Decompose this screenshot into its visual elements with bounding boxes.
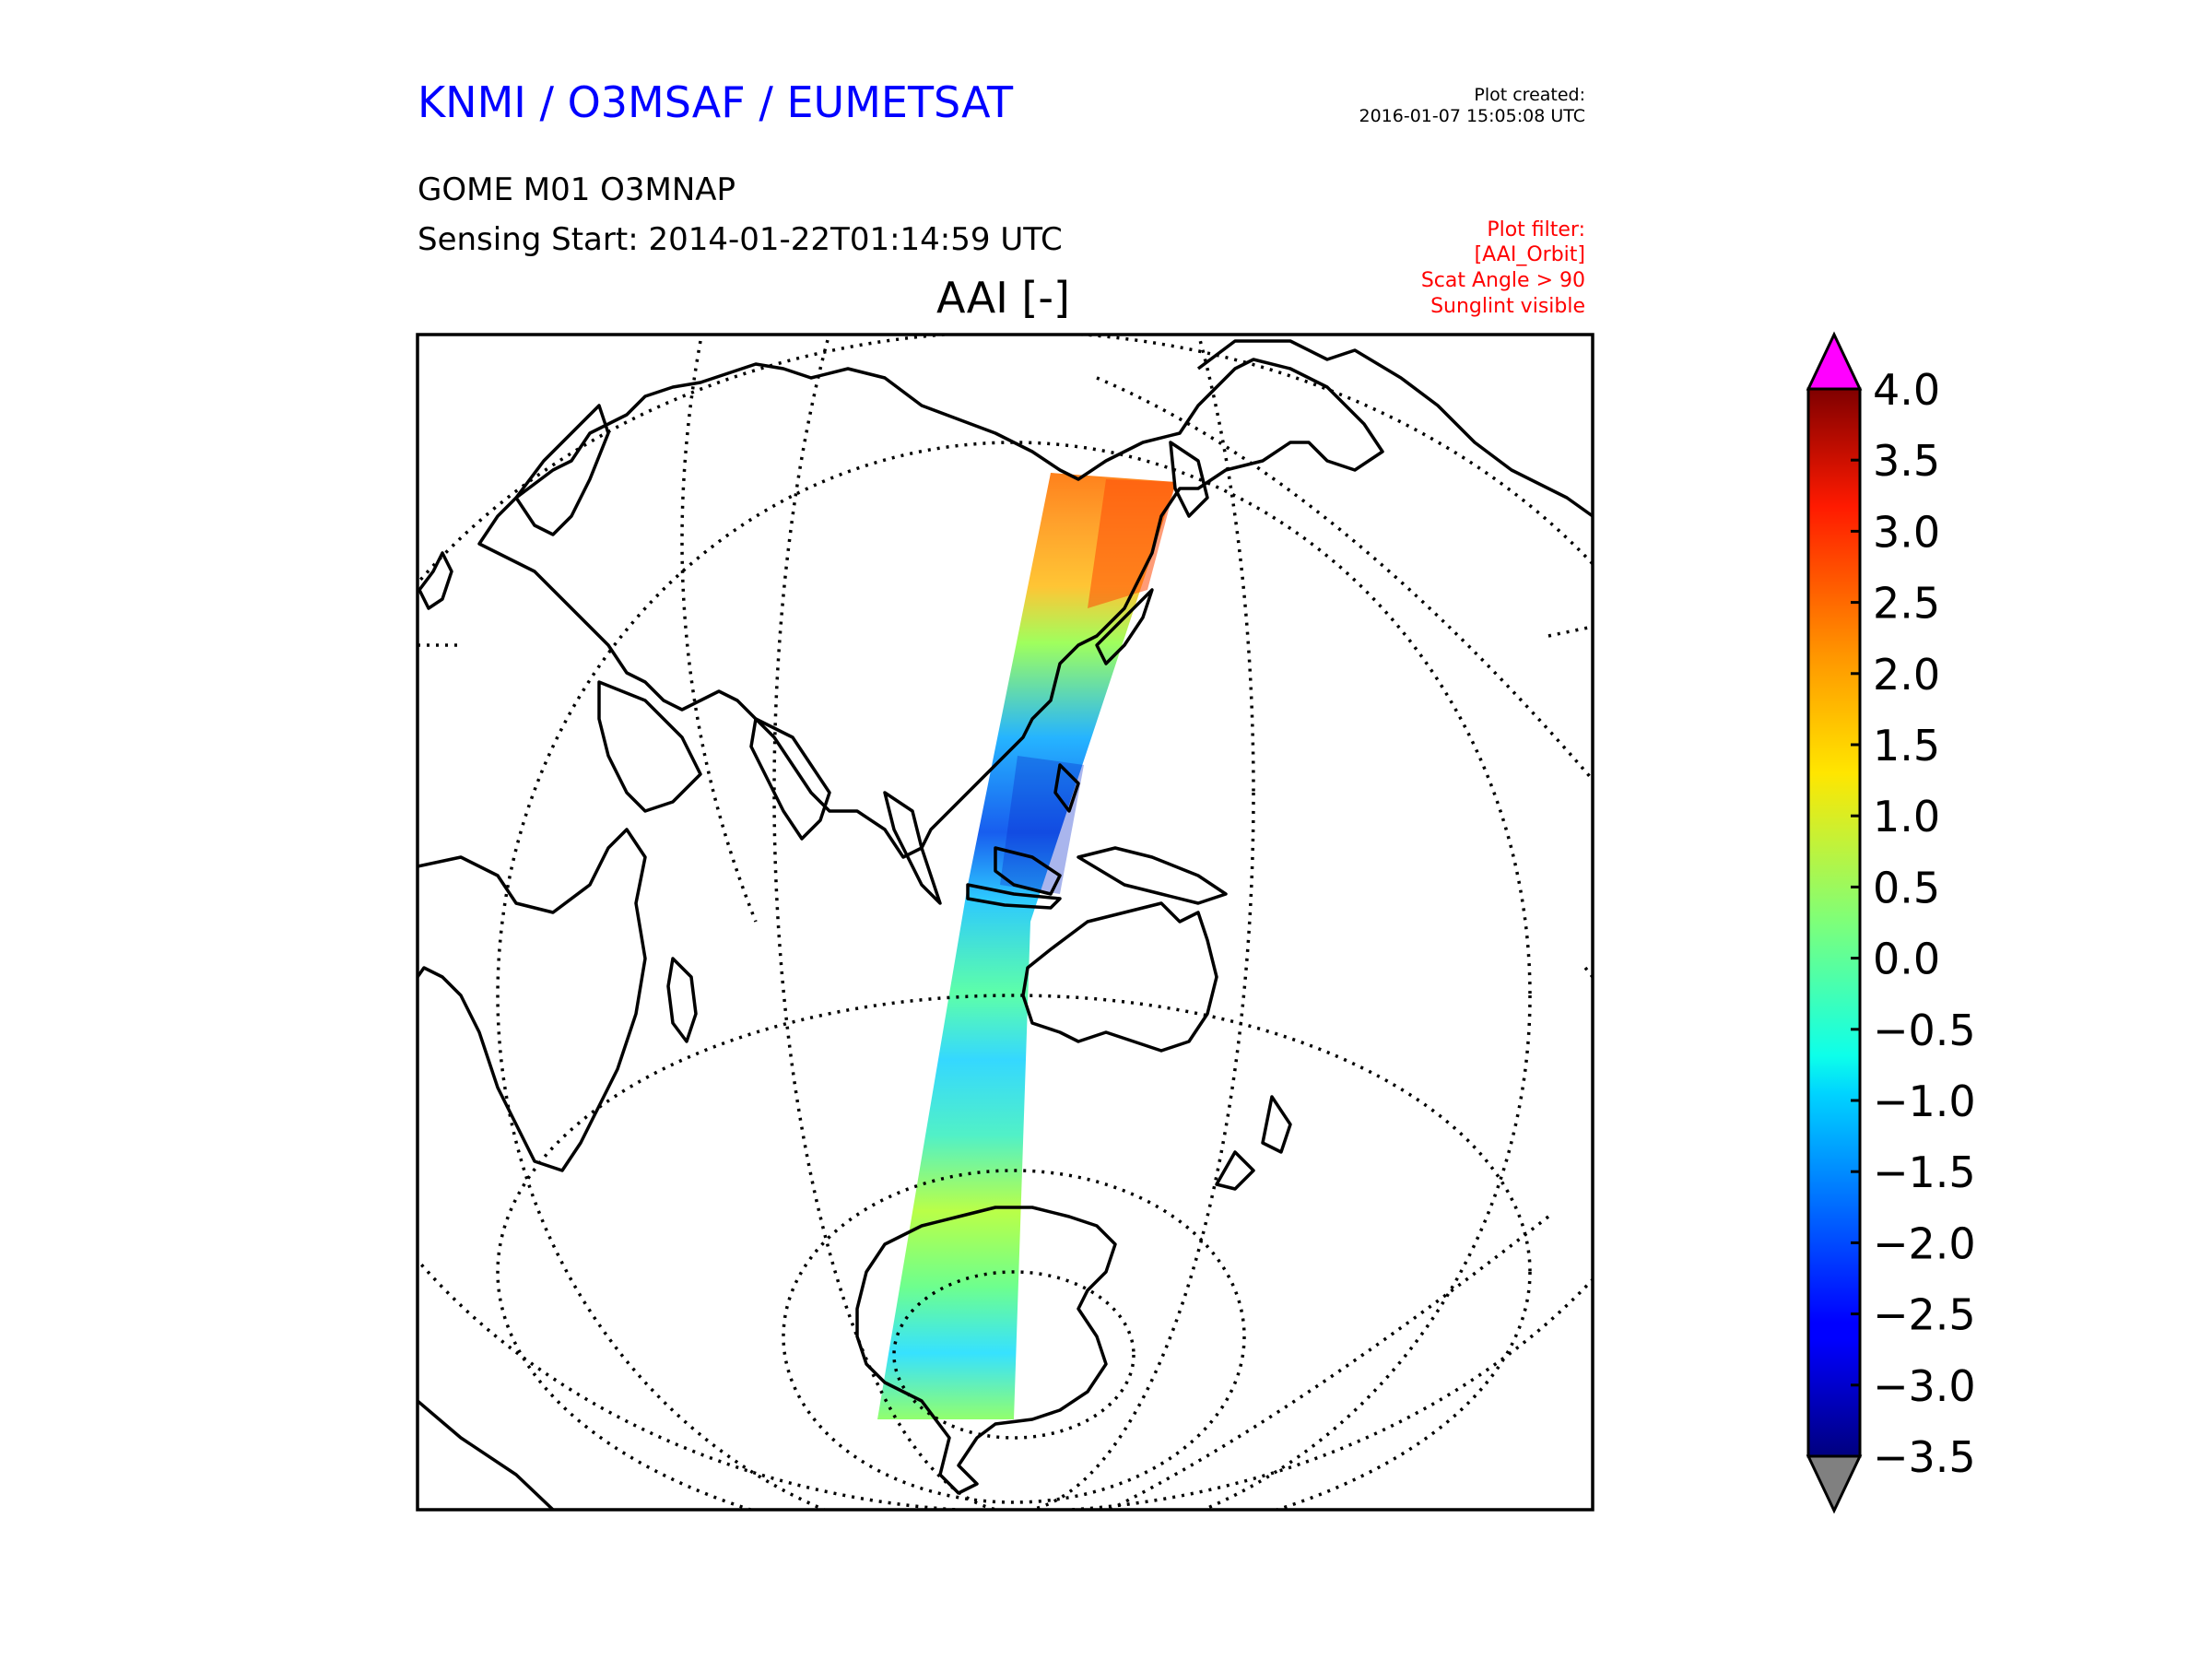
colorbar-tick-label: −3.5 [1873,1432,1976,1482]
coastline-antarctica [855,1206,1117,1495]
coastline-japan [1095,588,1154,665]
colorbar-extend-min [1806,1454,1863,1514]
colorbar-tick-label: −3.0 [1873,1361,1976,1411]
colorbar-tick-label: −0.5 [1873,1006,1976,1055]
colorbar-extend-max [1806,331,1863,391]
colorbar-gradient [1806,387,1862,1458]
colorbar-tick-label: −1.0 [1873,1077,1976,1126]
swath-low-aai-region [1000,756,1084,894]
plot-created-date: 2016-01-07 15:05:08 UTC [1359,106,1586,126]
coastline-arabia [597,680,702,813]
colorbar-tick-label: 0.5 [1873,863,1940,912]
colorbar-tick-label: −2.0 [1873,1218,1976,1268]
map-frame [416,333,1594,1512]
colorbar-tick-label: 3.0 [1873,507,1940,557]
colorbar-tick-label: 2.5 [1873,579,1940,629]
swath-high-aai-region [1088,479,1176,608]
aai-swath [877,473,1176,1419]
graticule [418,335,1593,1510]
colorbar-tick-label: 0.0 [1873,935,1940,984]
map-area [418,335,1593,1510]
colorbar-tick-label: 1.0 [1873,792,1940,841]
colorbar-tick-label: −2.5 [1873,1290,1976,1340]
colorbar: 4.0 3.5 3.0 2.5 2.0 1.5 1.0 0.5 0.0 −0.5 −1.0 −1.5 −… [1806,331,1976,1514]
colorbar-tick-label: 3.5 [1873,436,1940,486]
plot-created-label: Plot created: [1474,85,1585,105]
plot-filter-orbit: [AAI_Orbit] [1474,243,1585,266]
sensing-start: Sensing Start: 2014-01-22T01:14:59 UTC [418,221,1063,258]
plot-filter-heading: Plot filter: [1487,218,1585,241]
plot-filter-scat-angle: Scat Angle > 90 [1420,269,1585,292]
plot-filter-sunglint: Sunglint visible [1430,295,1585,318]
coastline-australia [1021,901,1218,1053]
map-title: AAI [-] [936,273,1070,323]
colorbar-tick-label: 1.5 [1873,721,1940,771]
coastline-alaska [1196,339,1593,518]
coastlines [418,339,1593,1510]
coastline-eurasia [477,358,1384,859]
colorbar-tick-label: −1.5 [1873,1147,1976,1197]
product-name: GOME M01 O3MNAP [418,171,736,208]
coastline-india [749,717,831,841]
colorbar-ticks: 4.0 3.5 3.0 2.5 2.0 1.5 1.0 0.5 0.0 −0.5 −1.0 −1.5 −… [1851,365,1976,1482]
colorbar-tick-label: 4.0 [1873,365,1940,415]
coastline-africa [418,828,647,1172]
colorbar-tick-label: 2.0 [1873,650,1940,700]
organisation-title: KNMI / O3MSAF / EUMETSAT [418,77,1014,127]
